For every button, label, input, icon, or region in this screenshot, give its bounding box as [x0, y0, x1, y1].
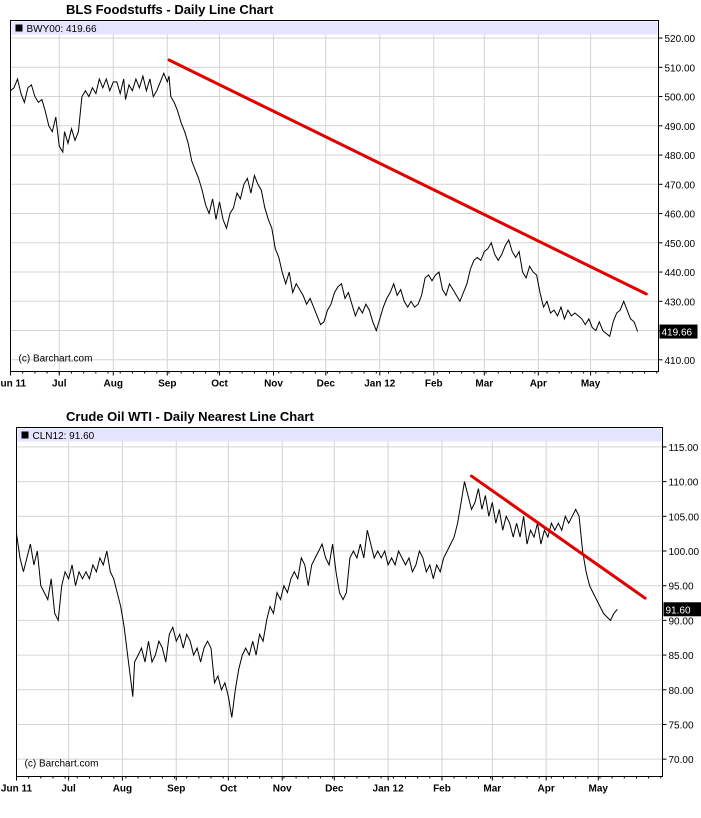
crude-xtick-label: Jan 12 [373, 784, 405, 795]
foodstuffs-ytick-label: 510.00 [665, 63, 696, 74]
crude-trendline [469, 474, 647, 600]
foodstuffs-ytick-label: 490.00 [665, 122, 696, 133]
crude-plot-area [16, 427, 663, 777]
crude-xtick-label: Dec [325, 784, 344, 795]
crude-ytick-label: 105.00 [669, 512, 700, 523]
crude-xtick-label: Mar [483, 784, 501, 795]
foodstuffs-ytick-label: 450.00 [665, 239, 696, 250]
foodstuffs-xtick-label: Jul [52, 379, 67, 390]
crude-legend-band [17, 428, 662, 442]
crude-xtick-label: Apr [538, 784, 555, 795]
crude-ytick-label: 115.00 [669, 443, 699, 454]
foodstuffs-ytick-label: 480.00 [665, 151, 696, 162]
crude-ytick-label: 75.00 [669, 720, 694, 731]
foodstuffs-ytick-label: 460.00 [665, 210, 696, 221]
crude-ytick-label: 70.00 [669, 755, 694, 766]
foodstuffs-price-line [10, 71, 639, 338]
foodstuffs-ytick-label: 520.00 [665, 34, 696, 45]
crude-xtick-label: Sep [167, 784, 185, 795]
foodstuffs-xtick-label: Jun 11 [0, 379, 26, 390]
crude-xtick-label: Nov [273, 784, 292, 795]
crude-plot-border [16, 427, 663, 777]
chart-title-foodstuffs: BLS Foodstuffs - Daily Line Chart [66, 2, 274, 17]
foodstuffs-ytick-label: 470.00 [665, 180, 696, 191]
foodstuffs-ytick-label: 440.00 [665, 268, 696, 279]
foodstuffs-xtick-label: Aug [104, 379, 123, 390]
foodstuffs-xtick-label: Dec [317, 379, 336, 390]
crude-ytick-label: 100.00 [669, 547, 700, 558]
foodstuffs-ytick-label: 500.00 [665, 93, 696, 104]
foodstuffs-xtick-label: Nov [264, 379, 283, 390]
crude-ytick-label: 95.00 [669, 582, 694, 593]
crude-xtick-label: Feb [433, 784, 451, 795]
crude-ytick-label: 85.00 [669, 651, 694, 662]
crude-legend-marker [21, 431, 29, 439]
foodstuffs-copyright: (c) Barchart.com [19, 354, 93, 365]
foodstuffs-legend-band [11, 21, 658, 35]
crude-copyright: (c) Barchart.com [25, 759, 99, 770]
crude-last-value-label: 91.60 [666, 605, 691, 616]
crude-legend-label: CLN12: 91.60 [33, 431, 95, 442]
crude-ytick-label: 80.00 [669, 686, 694, 697]
chart-title-crude-oil: Crude Oil WTI - Daily Nearest Line Chart [66, 409, 314, 424]
foodstuffs-ytick-label: 430.00 [665, 297, 696, 308]
foodstuffs-plot-area [10, 20, 659, 372]
foodstuffs-xtick-label: Sep [158, 379, 176, 390]
crude-xtick-label: Oct [220, 784, 237, 795]
crude-ytick-label: 90.00 [669, 616, 694, 627]
foodstuffs-xtick-label: Apr [530, 379, 547, 390]
crude-ytick-label: 110.00 [669, 478, 699, 489]
foodstuffs-plot-border [10, 20, 659, 372]
crude-xtick-label: Jun 11 [1, 784, 33, 795]
crude-price-line [16, 481, 618, 718]
foodstuffs-trendline [167, 58, 648, 296]
crude-xtick-label: Aug [113, 784, 132, 795]
crude-xtick-label: May [589, 784, 609, 795]
foodstuffs-xtick-label: Jan 12 [364, 379, 396, 390]
foodstuffs-xtick-label: Mar [475, 379, 493, 390]
foodstuffs-ytick-label: 410.00 [665, 356, 696, 367]
crude-last-value-box [663, 602, 701, 617]
foodstuffs-xtick-label: Feb [425, 379, 443, 390]
foodstuffs-xtick-label: Oct [211, 379, 228, 390]
chart-crude-oil: CLN12: 91.60 70.00 75.00 80.00 85.00 90.00 95.… [1, 427, 701, 795]
foodstuffs-last-value-label: 419.66 [662, 328, 693, 339]
foodstuffs-legend-label: BWY00: 419.66 [27, 24, 97, 35]
foodstuffs-xtick-label: May [581, 379, 601, 390]
crude-xtick-label: Jul [61, 784, 76, 795]
foodstuffs-legend-marker [15, 24, 23, 32]
chart-foodstuffs: BWY00: 419.66410.00420.00430.00440.00450… [0, 20, 698, 390]
foodstuffs-last-value-box [659, 324, 698, 339]
